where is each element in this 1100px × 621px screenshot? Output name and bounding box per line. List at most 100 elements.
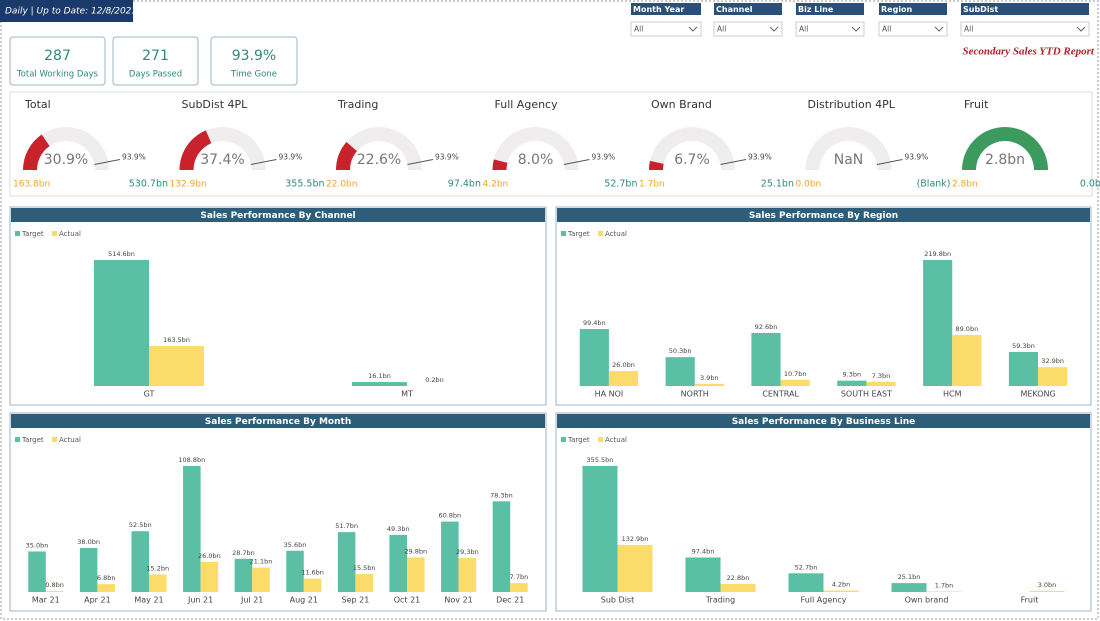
gauge-actual: 0.0bn: [796, 180, 822, 190]
bar: [582, 466, 618, 592]
gauge-target: (Blank): [917, 179, 951, 190]
legend-label: Target: [567, 436, 590, 444]
data-label: 15.5bn: [353, 564, 376, 572]
data-label: 26.0bn: [612, 361, 635, 369]
gauge-marker: [407, 159, 434, 165]
gauge-title: Distribution 4PL: [808, 98, 896, 111]
bar: [923, 260, 953, 386]
data-label: 35.0bn: [26, 541, 49, 549]
bar: [389, 534, 407, 592]
filter-dropdown[interactable]: [795, 21, 865, 37]
bar: [234, 558, 253, 592]
gauge-marker: [94, 159, 121, 165]
bar: [441, 521, 459, 592]
data-label: 50.3bn: [669, 347, 692, 355]
legend-swatch: [561, 437, 566, 442]
filter-dropdown[interactable]: [960, 21, 1090, 37]
bar: [28, 551, 46, 592]
bar: [617, 544, 653, 592]
filter-dropdown[interactable]: [713, 21, 783, 37]
bar: [94, 260, 149, 386]
gauge-marker-label: 93.9%: [435, 153, 459, 162]
x-tick-label: Dec 21: [496, 596, 524, 605]
gauge-target: 97.4bn: [448, 179, 481, 190]
bar: [149, 574, 167, 592]
legend-swatch: [15, 437, 20, 442]
data-label: 89.0bn: [955, 325, 978, 333]
gauge-track: [492, 127, 579, 170]
data-label: 11.6bn: [301, 569, 324, 577]
bar: [665, 357, 695, 386]
gauge-actual: 22.0bn: [326, 180, 357, 190]
data-label: 97.4bn: [692, 547, 715, 555]
gauge-title: SubDist 4PL: [182, 98, 249, 111]
gauge-title: Trading: [337, 98, 378, 111]
data-label: 26.0bn: [198, 552, 221, 560]
bar: [608, 371, 639, 386]
data-label: 7.3bn: [872, 372, 891, 380]
gauge-actual: 1.7bn: [639, 180, 665, 190]
filter-label: Region: [881, 5, 913, 14]
gauge-marker: [876, 159, 903, 165]
bar: [407, 557, 425, 592]
data-label: 21.1bn: [250, 558, 273, 566]
gauge-fill: [649, 160, 664, 170]
data-label: 4.2bn: [832, 581, 851, 589]
chart-title: Sales Performance By Region: [749, 211, 898, 221]
bar: [1008, 352, 1039, 386]
bar: [788, 573, 824, 592]
chart-title-bar: [11, 414, 545, 428]
gauge-marker-label: 93.9%: [591, 153, 615, 162]
bar: [694, 383, 724, 386]
x-tick-label: GT: [144, 390, 155, 399]
data-label: 29.3bn: [456, 548, 479, 556]
legend-swatch: [52, 437, 57, 442]
bar: [579, 329, 609, 386]
dropdown-arrow: [851, 26, 861, 32]
bar: [352, 382, 407, 386]
gauge-track: [23, 127, 109, 170]
data-label: 52.5bn: [129, 521, 152, 529]
legend-swatch: [598, 231, 603, 236]
chart-title: Sales Performance By Month: [205, 417, 351, 427]
chart-title-bar: [557, 208, 1090, 222]
x-tick-label: Sub Dist: [601, 596, 634, 605]
gauge-center: NaN: [834, 152, 864, 168]
filter-dropdown[interactable]: [630, 21, 702, 37]
data-label: 25.1bn: [898, 573, 921, 581]
data-label: 22.8bn: [727, 574, 750, 582]
legend-label: Target: [21, 230, 44, 238]
filter-dropdown[interactable]: [878, 21, 948, 37]
gauge-track: [649, 127, 735, 170]
legend-label: Actual: [59, 436, 81, 444]
data-label: 59.3bn: [1012, 342, 1035, 350]
x-tick-label: HA NOI: [595, 390, 624, 399]
chart-panel: [9, 206, 547, 406]
bar: [1029, 590, 1065, 592]
kpi-card: [210, 36, 298, 86]
legend-label: Target: [21, 436, 44, 444]
bar: [720, 583, 756, 592]
gauge-target: 0.0bn: [1080, 179, 1100, 190]
gauge-center: 8.0%: [518, 152, 554, 168]
gauge-fill: [492, 159, 508, 170]
gauge-marker: [250, 159, 277, 165]
bar: [131, 531, 149, 592]
gauge-center: 6.7%: [674, 152, 710, 168]
data-label: 0.2bn: [425, 376, 444, 384]
bar: [780, 379, 810, 386]
data-label: 514.6bn: [108, 250, 135, 258]
filter-header: [879, 3, 947, 15]
bar: [79, 547, 98, 592]
filter-value: All: [964, 25, 973, 34]
data-label: 51.7bn: [335, 522, 358, 530]
data-label: 49.3bn: [387, 525, 410, 533]
bar: [355, 574, 373, 592]
bar: [97, 584, 115, 592]
bar: [1038, 367, 1068, 386]
kpi-value: 93.9%: [232, 48, 276, 64]
gauge-actual: 2.8bn: [952, 180, 978, 190]
data-label: 10.7bn: [784, 370, 807, 378]
x-tick-label: Nov 21: [444, 596, 472, 605]
filter-value: All: [717, 25, 726, 34]
